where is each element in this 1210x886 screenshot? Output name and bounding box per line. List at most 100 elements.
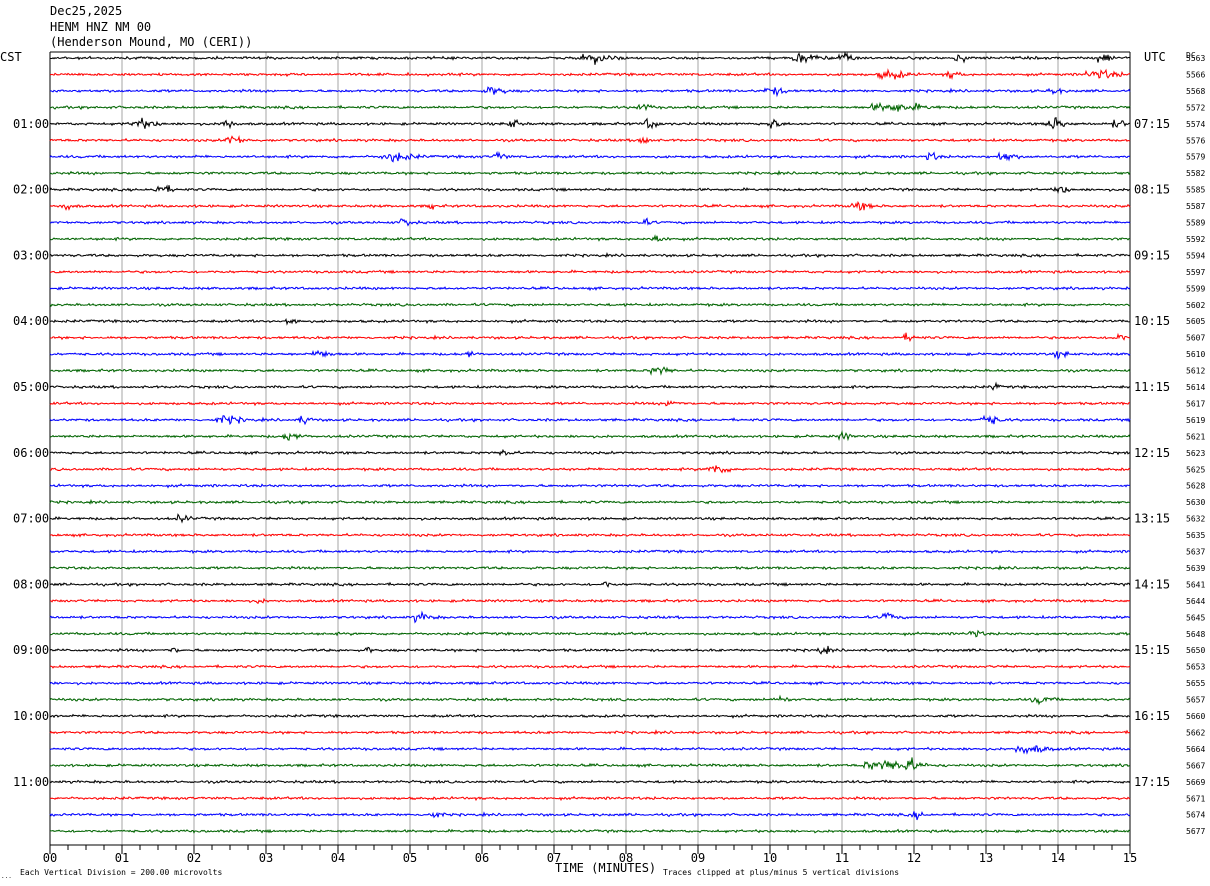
dc-offset-value: 5599 xyxy=(1186,284,1205,293)
cst-hour-label: 11:00 xyxy=(13,775,49,789)
minute-gridlines xyxy=(49,51,1131,845)
seismic-trace xyxy=(49,795,1131,802)
cst-hour-label: 01:00 xyxy=(13,117,49,131)
seismic-trace xyxy=(49,285,1131,292)
seismic-trace xyxy=(49,779,1131,785)
cst-hour-label: 07:00 xyxy=(13,512,49,526)
dc-offset-value: 5619 xyxy=(1186,416,1205,425)
seismic-trace xyxy=(49,252,1131,259)
dc-offset-value: 5669 xyxy=(1186,778,1205,787)
seismic-trace xyxy=(50,332,1131,343)
dc-offset-value: 5579 xyxy=(1186,153,1205,162)
seismic-trace xyxy=(49,663,1131,670)
dc-offset-value: 5650 xyxy=(1186,646,1205,655)
seismic-trace xyxy=(49,581,1131,588)
x-tick-label: 09 xyxy=(691,851,705,865)
x-tick-label: 11 xyxy=(835,851,849,865)
x-axis-title: TIME (MINUTES) xyxy=(555,861,656,875)
utc-hour-label: 10:15 xyxy=(1134,314,1170,328)
seismic-trace xyxy=(49,302,1131,308)
seismic-trace xyxy=(49,564,1131,571)
cst-hour-label: 02:00 xyxy=(13,183,49,197)
seismic-trace xyxy=(49,548,1131,555)
hour-labels: 01:00 02:00 03:00 04:00 05:00 06:00 07:00 08:00… xyxy=(13,117,1170,789)
x-tick-label: 03 xyxy=(259,851,273,865)
seismic-trace xyxy=(49,381,1131,391)
seismic-trace xyxy=(49,234,1131,242)
utc-hour-label: 09:15 xyxy=(1134,248,1170,262)
seismic-trace xyxy=(49,483,1131,489)
dc-offset-value: 5628 xyxy=(1186,482,1205,491)
utc-hour-label: 16:15 xyxy=(1134,709,1170,723)
seismic-trace xyxy=(49,68,1131,81)
dc-offset-value: 5677 xyxy=(1186,827,1205,836)
seismic-trace xyxy=(49,269,1131,275)
seismic-trace xyxy=(49,532,1131,538)
dc-offset-value: 5563 xyxy=(1186,54,1205,63)
dc-offset-value: 5653 xyxy=(1186,663,1205,672)
dc-offset-value: 5655 xyxy=(1186,679,1205,688)
x-tick-label: 06 xyxy=(475,851,489,865)
dc-offset-value: 5660 xyxy=(1186,712,1205,721)
seismic-trace xyxy=(49,498,1130,505)
seismic-trace xyxy=(49,448,1131,457)
corner-mark: ... xyxy=(1,873,12,880)
seismic-trace xyxy=(49,713,1131,719)
seismic-trace xyxy=(49,51,1131,65)
dc-offset-value: 5594 xyxy=(1186,251,1205,260)
x-tick-label: 10 xyxy=(763,851,777,865)
time-axis: 00 01 02 03 04 05 06 07 08 09 10 11 12 13 14 15 xyxy=(43,844,1137,865)
dc-offset-value: 5610 xyxy=(1186,350,1205,359)
x-tick-label: 13 xyxy=(979,851,993,865)
dc-offset-value: 5592 xyxy=(1186,235,1205,244)
dc-offset-value: 5644 xyxy=(1186,597,1205,606)
cst-hour-label: 08:00 xyxy=(13,577,49,591)
x-tick-label: 00 xyxy=(43,851,57,865)
seismic-trace xyxy=(49,217,1131,227)
seismic-trace xyxy=(49,150,1130,163)
cst-hour-label: 09:00 xyxy=(13,643,49,657)
seismic-trace xyxy=(49,810,1131,821)
utc-hour-label: 08:15 xyxy=(1134,183,1170,197)
seismic-trace xyxy=(49,349,1131,361)
dc-offset-value: 5614 xyxy=(1186,383,1205,392)
seismic-trace xyxy=(49,694,1131,706)
scale-note: Each Vertical Division = 200.00 microvol… xyxy=(20,868,222,877)
utc-hour-label: 07:15 xyxy=(1134,117,1170,131)
cst-hour-label: 05:00 xyxy=(13,380,49,394)
seismic-trace xyxy=(49,629,1131,638)
clip-note: Traces clipped at plus/minus 5 vertical … xyxy=(663,868,899,877)
left-timezone-label: CST xyxy=(0,50,22,64)
utc-hour-label: 14:15 xyxy=(1134,577,1170,591)
seismic-trace xyxy=(49,101,1131,113)
record-date: Dec25,2025 xyxy=(50,4,122,18)
dc-offset-value: 5645 xyxy=(1186,613,1205,622)
dc-offset-value: 5605 xyxy=(1186,317,1205,326)
seismic-trace xyxy=(49,200,1131,211)
utc-hour-label: 15:15 xyxy=(1134,643,1170,657)
seismic-trace xyxy=(49,169,1131,176)
seismic-trace xyxy=(49,184,1131,195)
seismic-trace xyxy=(49,429,1131,442)
x-tick-label: 14 xyxy=(1051,851,1065,865)
dc-offset-value: 5612 xyxy=(1186,367,1205,376)
dc-offset-value: 5617 xyxy=(1186,399,1205,408)
dc-offset-value: 5662 xyxy=(1186,728,1205,737)
seismic-trace xyxy=(49,116,1131,130)
dc-offset-value: 5607 xyxy=(1186,334,1205,343)
dc-offset-value: 5585 xyxy=(1186,186,1205,195)
dc-offset-value: 5671 xyxy=(1186,794,1205,803)
dc-offset-value: 5635 xyxy=(1186,531,1205,540)
dc-offset-value: 5664 xyxy=(1186,745,1205,754)
seismic-trace xyxy=(49,366,1131,376)
station-code: HENM HNZ NM 00 xyxy=(50,20,151,34)
dc-offset-header: DC xyxy=(1186,51,1196,60)
dc-offset-value: 5597 xyxy=(1186,268,1205,277)
dc-offset-value: 5582 xyxy=(1186,169,1205,178)
dc-offset-value: 5648 xyxy=(1186,630,1205,639)
dc-offset-value: 5602 xyxy=(1186,301,1205,310)
dc-offset-value: 5657 xyxy=(1186,696,1205,705)
dc-offset-value: 5674 xyxy=(1186,811,1205,820)
utc-hour-label: 12:15 xyxy=(1134,446,1170,460)
dc-offset-value: 5639 xyxy=(1186,564,1205,573)
